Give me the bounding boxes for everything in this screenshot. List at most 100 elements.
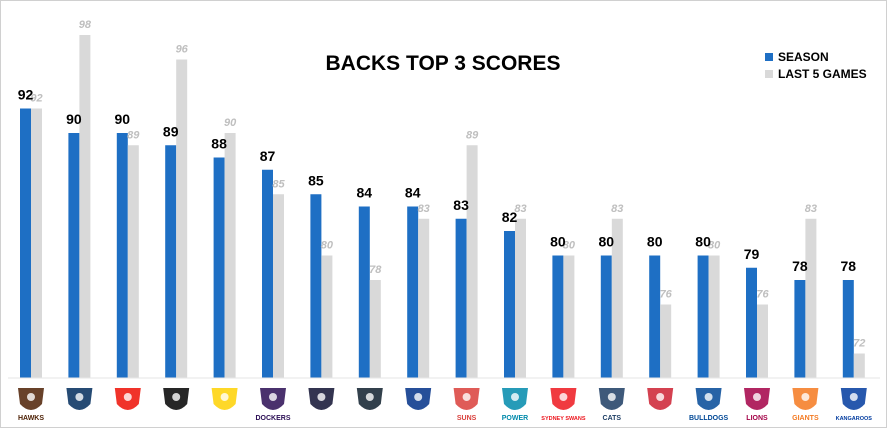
saint-shield-icon [114, 388, 141, 410]
label-last5-6: 80 [321, 240, 334, 252]
sun-icon-dot [462, 393, 471, 401]
label-last5-13: 76 [660, 289, 673, 301]
label-season-9: 83 [453, 197, 469, 213]
bar-season-10 [504, 231, 515, 378]
label-last5-17: 72 [853, 338, 865, 350]
eagle-icon-dot [414, 393, 423, 401]
bar-last5-2 [127, 145, 139, 378]
bar-season-2 [116, 133, 128, 378]
label-last5-5: 85 [272, 178, 285, 190]
bar-season-14 [697, 255, 709, 378]
legend-swatch-season [765, 53, 773, 61]
bar-last5-16 [805, 218, 817, 378]
bar-season-4 [213, 157, 225, 378]
demon-icon-dot [317, 393, 326, 401]
saint-shield-icon-dot [123, 393, 132, 401]
chart-title: BACKS TOP 3 SCORES [326, 52, 561, 75]
label-season-7: 84 [357, 185, 373, 201]
demon-icon [308, 388, 335, 410]
legend-label-season: SEASON [778, 50, 829, 64]
bomber-icon-dot [656, 393, 665, 401]
label-season-4: 88 [211, 136, 227, 152]
label-season-5: 87 [260, 148, 276, 164]
label-season-6: 85 [308, 172, 324, 188]
label-last5-14: 80 [708, 240, 721, 252]
swan-icon-dot [559, 393, 568, 401]
giants-icon-dot [801, 393, 810, 401]
logo-text-0: HAWKS [18, 415, 44, 422]
legend-swatch-last5 [765, 70, 773, 78]
bar-season-9 [455, 218, 467, 378]
bulldog-icon: BULLDOGS [689, 388, 729, 422]
bar-last5-1 [79, 35, 91, 378]
label-last5-4: 90 [224, 117, 237, 129]
label-season-11: 80 [550, 234, 566, 250]
label-last5-9: 89 [466, 129, 479, 141]
label-last5-7: 78 [369, 264, 382, 276]
bar-season-13 [649, 255, 661, 378]
tiger-icon [211, 388, 238, 410]
anchor-icon-dot [269, 393, 277, 401]
bar-last5-4 [224, 133, 236, 378]
bulldog-icon-dot [704, 393, 713, 401]
team-logos-row: HAWKS DOCKERS SUNS POWER SYDNEY SWANS CATS BUL… [18, 388, 872, 422]
bar-season-7 [358, 206, 370, 378]
logo-text-10: POWER [502, 415, 528, 422]
bars-group [20, 35, 865, 378]
label-last5-10: 83 [514, 203, 526, 215]
magpie-icon-dot [172, 393, 181, 401]
label-last5-0: 92 [30, 93, 42, 105]
logo-text-16: GIANTS [792, 415, 819, 422]
giants-icon: GIANTS [792, 388, 819, 422]
label-last5-11: 80 [563, 240, 576, 252]
bar-season-16 [794, 280, 806, 378]
label-season-2: 90 [115, 111, 131, 127]
bar-last5-11 [563, 255, 575, 378]
label-season-17: 78 [841, 258, 857, 274]
logo-text-11: SYDNEY SWANS [541, 416, 586, 422]
label-last5-16: 83 [805, 203, 817, 215]
hawk-icon: HAWKS [18, 388, 44, 422]
cat-icon-dot [607, 393, 616, 401]
logo-text-9: SUNS [457, 415, 477, 422]
bar-last5-17 [853, 353, 865, 378]
label-last5-3: 96 [176, 44, 189, 56]
sun-icon: SUNS [453, 388, 480, 422]
cfc-icon [356, 388, 383, 410]
bar-season-17 [842, 280, 854, 378]
anchor-icon: DOCKERS [255, 388, 291, 422]
hawk-icon-dot [27, 393, 35, 401]
label-last5-1: 98 [79, 19, 92, 31]
bar-season-0 [20, 108, 31, 378]
bar-last5-10 [515, 218, 526, 378]
label-last5-8: 83 [418, 203, 430, 215]
cfc-icon-dot [365, 393, 374, 401]
bar-season-5 [262, 169, 273, 378]
legend: SEASON LAST 5 GAMES [765, 50, 867, 81]
bar-last5-0 [31, 108, 42, 378]
label-season-10: 82 [502, 209, 518, 225]
bar-last5-5 [273, 194, 284, 378]
bar-last5-9 [466, 145, 478, 378]
lion-icon-dot [753, 393, 761, 401]
logo-text-12: CATS [603, 415, 622, 422]
bar-last5-3 [176, 59, 188, 378]
kangaroo-icon-dot [849, 393, 858, 401]
label-season-15: 79 [744, 246, 760, 262]
power-icon-dot [511, 393, 519, 401]
logo-text-15: LIONS [746, 415, 768, 422]
label-season-0: 92 [18, 87, 34, 103]
bar-last5-6 [321, 255, 333, 378]
logo-text-14: BULLDOGS [689, 415, 729, 422]
eagle-icon [405, 388, 432, 410]
power-icon: POWER [502, 388, 528, 422]
bar-last5-15 [757, 304, 768, 378]
bar-season-12 [600, 255, 612, 378]
label-season-13: 80 [647, 234, 663, 250]
swan-icon: SYDNEY SWANS [541, 388, 586, 422]
tiger-icon-dot [220, 393, 229, 401]
